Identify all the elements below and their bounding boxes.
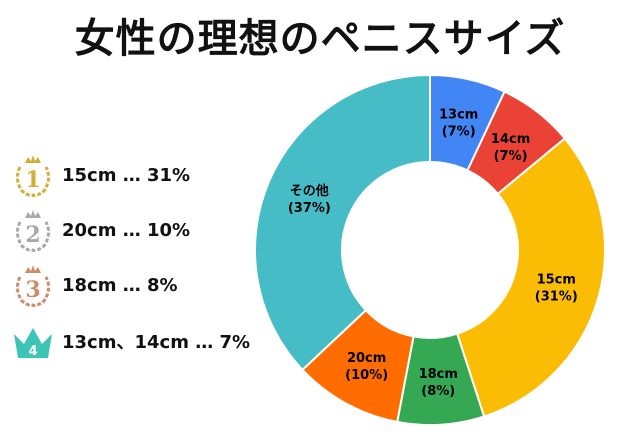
slice-label-value: (7%) — [494, 149, 528, 164]
teal-crown-icon: 4 — [14, 327, 52, 359]
slice-15cm — [455, 137, 606, 418]
slice-label-value: (37%) — [288, 201, 331, 216]
slice-label-category: 13cm — [439, 108, 478, 123]
svg-text:2: 2 — [25, 222, 40, 248]
slice-label-category: その他 — [290, 183, 329, 199]
ranking-text-1: 15cm … 31% — [62, 165, 191, 186]
slice-label-category: 20cm — [347, 351, 386, 366]
ranking-item-3: 3 18cm … 8% — [10, 258, 260, 313]
slice-label-category: 14cm — [491, 132, 530, 147]
slice-label-value: (31%) — [535, 290, 578, 305]
gold-crown-icon: 1 — [15, 154, 51, 197]
donut-hole — [343, 163, 517, 337]
ranking-text-3: 18cm … 8% — [62, 275, 178, 296]
ranking-text-2: 20cm … 10% — [62, 220, 191, 241]
slice-label-value: (7%) — [442, 125, 476, 140]
slice-label-value: (10%) — [345, 368, 388, 383]
slice-label-value: (8%) — [421, 384, 455, 399]
svg-text:4: 4 — [28, 344, 37, 359]
svg-text:3: 3 — [25, 277, 40, 303]
chart-title: 女性の理想のペニスサイズ — [74, 16, 566, 62]
bronze-crown-icon: 3 — [15, 264, 51, 307]
slice-label-category: 15cm — [537, 273, 576, 288]
ranking-item-2: 2 20cm … 10% — [10, 203, 260, 258]
slice-その他 — [253, 73, 431, 372]
slice-label-category: 18cm — [419, 367, 458, 382]
silver-crown-icon: 2 — [15, 209, 51, 252]
ranking-list: 1 15cm … 31% 2 20cm … 10% 3 18cm … 8% 4 13cm、14… — [10, 148, 260, 368]
ranking-text-4: 13cm、14cm … 7% — [62, 331, 251, 353]
ranking-item-4: 4 13cm、14cm … 7% — [10, 313, 260, 368]
ranking-item-1: 1 15cm … 31% — [10, 148, 260, 203]
svg-text:1: 1 — [25, 167, 40, 193]
